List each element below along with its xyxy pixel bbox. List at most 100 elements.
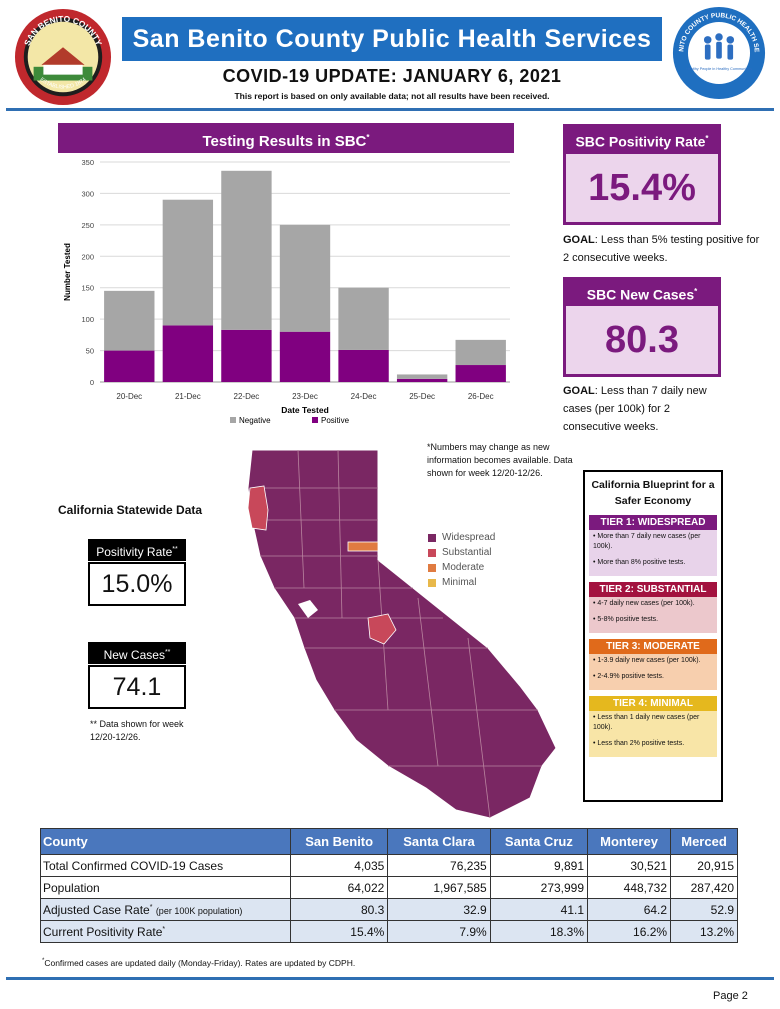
bar-negative-22-Dec bbox=[221, 170, 272, 330]
positivity-goal: GOAL: Less than 5% testing positive for … bbox=[563, 231, 763, 267]
table-cell: 1,967,585 bbox=[387, 876, 491, 899]
row-label-text: Current Positivity Rate bbox=[43, 924, 163, 939]
page-number: Page 2 bbox=[713, 990, 748, 1002]
blueprint-panel: California Blueprint for a Safer Economy… bbox=[583, 470, 723, 802]
tier-1-body: • More than 7 daily new cases (per 100k)… bbox=[589, 530, 717, 576]
y-tick-label: 200 bbox=[81, 252, 94, 261]
x-tick-label: 21-Dec bbox=[175, 392, 201, 401]
row-label: Total Confirmed COVID-19 Cases bbox=[40, 854, 291, 877]
legend-swatch bbox=[428, 548, 436, 557]
legend-item: Minimal bbox=[428, 575, 495, 590]
y-tick-label: 300 bbox=[81, 189, 94, 198]
tier-bullet: • 5-8% positive tests. bbox=[593, 616, 659, 623]
table-cell: 13.2% bbox=[670, 920, 738, 943]
table-cell: 30,521 bbox=[587, 854, 672, 877]
table-cell: 76,235 bbox=[387, 854, 491, 877]
testing-title-mark: * bbox=[366, 133, 370, 142]
page-title: San Benito County Public Health Services bbox=[122, 17, 662, 61]
testing-chart-title-text: Testing Results in SBC bbox=[202, 133, 367, 150]
row-label-mark: * bbox=[162, 925, 166, 933]
legend-item: Moderate bbox=[428, 560, 495, 575]
column-header: Merced bbox=[670, 828, 738, 855]
sbc-new-cases-value: 80.3 bbox=[563, 303, 721, 377]
legend-label: Minimal bbox=[442, 577, 477, 588]
column-header: Monterey bbox=[587, 828, 672, 855]
bar-positive-20-Dec bbox=[104, 350, 155, 382]
testing-chart-title: Testing Results in SBC* bbox=[58, 123, 514, 153]
table-cell: 18.3% bbox=[489, 920, 589, 943]
table-cell: 64.2 bbox=[587, 898, 672, 921]
table-cell: 273,999 bbox=[489, 876, 589, 899]
x-tick-label: 24-Dec bbox=[351, 392, 377, 401]
bar-negative-24-Dec bbox=[338, 287, 389, 350]
legend-swatch-negative bbox=[230, 417, 236, 423]
bar-positive-25-Dec bbox=[396, 378, 448, 382]
positivity-title-mark: * bbox=[705, 134, 709, 143]
update-title: COVID-19 UPDATE: JANUARY 6, 2021 bbox=[222, 66, 562, 86]
column-header: Santa Cruz bbox=[489, 828, 589, 855]
legend-label: Substantial bbox=[442, 547, 492, 558]
bar-negative-25-Dec bbox=[396, 374, 448, 379]
tier-2-heading: TIER 2: SUBSTANTIAL bbox=[589, 582, 717, 597]
tier-bullet: • 4-7 daily new cases (per 100k). bbox=[593, 600, 695, 607]
x-tick-label: 25-Dec bbox=[409, 392, 435, 401]
x-tick-label: 23-Dec bbox=[292, 392, 318, 401]
legend-swatch-positive bbox=[312, 417, 318, 423]
bar-positive-24-Dec bbox=[338, 349, 389, 382]
new-cases-goal-label: GOAL bbox=[563, 385, 595, 397]
y-tick-label: 150 bbox=[81, 284, 94, 293]
state-positivity-value: 15.0% bbox=[88, 562, 186, 606]
y-tick-label: 0 bbox=[90, 378, 94, 387]
tier-bullet: • 1-3.9 daily new cases (per 100k). bbox=[593, 657, 701, 664]
table-cell: 52.9 bbox=[670, 898, 738, 921]
x-tick-label: 20-Dec bbox=[116, 392, 142, 401]
legend-swatch bbox=[428, 533, 436, 542]
tier-4-body: • Less than 1 daily new cases (per 100k)… bbox=[589, 711, 717, 757]
state-new-cases-value: 74.1 bbox=[88, 665, 186, 709]
new-cases-box-title: SBC New Cases* bbox=[563, 277, 721, 307]
legend-label-positive: Positive bbox=[321, 416, 350, 425]
bar-positive-26-Dec bbox=[455, 365, 506, 382]
footnote: *Confirmed cases are updated daily (Mond… bbox=[42, 958, 355, 968]
table-cell: 80.3 bbox=[289, 898, 389, 921]
bar-positive-21-Dec bbox=[162, 325, 214, 382]
row-label-mark: * bbox=[149, 903, 153, 911]
table-cell: 20,915 bbox=[670, 854, 738, 877]
table-header-row: County San Benito Santa Clara Santa Cruz… bbox=[40, 828, 738, 855]
table-cell: 15.4% bbox=[289, 920, 389, 943]
county-comparison-table: County San Benito Santa Clara Santa Cruz… bbox=[40, 828, 738, 943]
row-label: Population bbox=[40, 876, 291, 899]
map-note: *Numbers may change as new information b… bbox=[427, 442, 573, 478]
positivity-box-title: SBC Positivity Rate* bbox=[563, 124, 721, 154]
bar-positive-22-Dec bbox=[221, 329, 272, 382]
positivity-goal-text: : Less than 5% testing positive for 2 co… bbox=[563, 234, 760, 264]
y-tick-label: 350 bbox=[81, 158, 94, 167]
legend-swatch bbox=[428, 578, 436, 587]
row-label: Adjusted Case Rate* (per 100K population… bbox=[40, 898, 291, 921]
tier-bullet: • 2-4.9% positive tests. bbox=[593, 673, 664, 680]
new-cases-title-mark: * bbox=[694, 287, 698, 296]
statewide-title: California Statewide Data bbox=[58, 503, 203, 517]
table-cell: 32.9 bbox=[387, 898, 491, 921]
table-cell: 64,022 bbox=[289, 876, 389, 899]
y-tick-label: 50 bbox=[86, 347, 94, 356]
x-tick-label: 22-Dec bbox=[234, 392, 260, 401]
state-new-cases-label: New Cases** bbox=[88, 642, 186, 664]
testing-bar-chart: 0 50 100 150 200 250 300 350 20-Dec 21-Dec 22-Dec 2… bbox=[63, 158, 510, 425]
table-cell: 4,035 bbox=[289, 854, 389, 877]
table-cell: 41.1 bbox=[489, 898, 589, 921]
sbc-positivity-value: 15.4% bbox=[563, 151, 721, 225]
positivity-title-text: SBC Positivity Rate bbox=[575, 133, 706, 150]
table-row: Population 64,022 1,967,585 273,999 448,… bbox=[40, 876, 738, 899]
column-header: County bbox=[40, 828, 291, 855]
bar-negative-20-Dec bbox=[104, 290, 155, 351]
y-tick-label: 100 bbox=[81, 315, 94, 324]
public-health-logo: SAN BENITO COUNTY PUBLIC HEALTH SERVICES… bbox=[672, 6, 766, 100]
header-divider bbox=[6, 108, 774, 111]
state-positivity-label: Positivity Rate** bbox=[88, 539, 186, 561]
table-row: Adjusted Case Rate* (per 100K population… bbox=[40, 898, 738, 921]
state-new-cases-mark: ** bbox=[164, 649, 171, 656]
table-row: Total Confirmed COVID-19 Cases 4,035 76,… bbox=[40, 854, 738, 877]
state-positivity-label-text: Positivity Rate bbox=[96, 545, 173, 559]
row-label-text: Adjusted Case Rate bbox=[43, 902, 150, 917]
